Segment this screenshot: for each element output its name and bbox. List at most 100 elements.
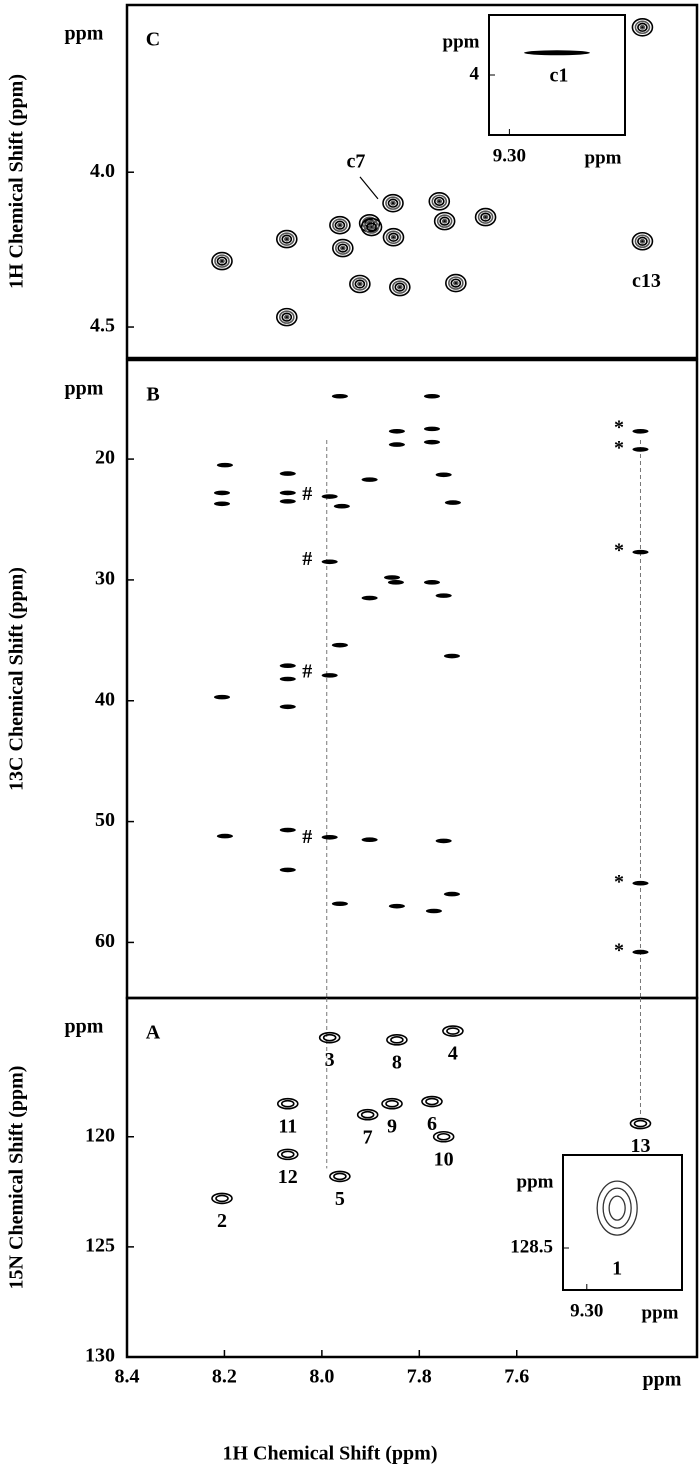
contour: [352, 277, 368, 291]
contour: [283, 314, 290, 320]
peak: [381, 1097, 403, 1110]
peak: [361, 477, 378, 482]
contour: [397, 284, 403, 290]
contour: [389, 277, 411, 297]
peak: [356, 1108, 379, 1121]
peak-dash: [435, 472, 452, 478]
contour: [639, 238, 646, 244]
contour: [281, 234, 293, 244]
peak-label: 12: [278, 1166, 298, 1188]
peak: [423, 439, 440, 445]
contour: [385, 230, 402, 244]
annotation: *: [614, 416, 624, 438]
peak: [279, 471, 296, 476]
peak: [349, 274, 371, 294]
contour: [634, 234, 651, 249]
peak: [421, 1095, 443, 1108]
peak-dash: [214, 694, 230, 700]
peak-label: 8: [392, 1051, 402, 1073]
peak: [279, 663, 296, 669]
peak: [276, 1097, 299, 1110]
peak-dash: [425, 908, 442, 914]
panel-letter: C: [146, 29, 160, 51]
peak-dash: [279, 471, 296, 476]
y-tick-label: 130: [85, 1345, 115, 1367]
x-tick-label: 7.8: [407, 1366, 432, 1388]
y-tick-label: 125: [85, 1234, 115, 1256]
peak: [329, 215, 351, 235]
peak: [321, 834, 338, 840]
contour: [366, 222, 377, 232]
peak: [388, 428, 405, 434]
contour: [446, 1027, 460, 1035]
peak: [432, 1130, 455, 1143]
peak: [361, 837, 378, 843]
peak: [433, 211, 456, 231]
peak-dash: [321, 673, 338, 678]
y-tick-label: 4.5: [90, 315, 115, 337]
annotation: #: [302, 483, 312, 505]
peak: [632, 949, 649, 955]
panel-frame: [125, 358, 699, 1000]
peak-dash: [279, 676, 296, 682]
contour: [596, 1180, 638, 1236]
contour: [433, 211, 456, 231]
peak: [388, 442, 405, 447]
peak-label: 10: [434, 1148, 454, 1170]
peak-dash: [331, 901, 348, 907]
peak: [382, 227, 405, 247]
inset-x-tick-label: 9.30: [570, 1300, 603, 1321]
contour: [390, 1036, 404, 1044]
contour: [385, 196, 401, 210]
peak: [428, 192, 451, 211]
contour: [358, 214, 381, 233]
peak-label: 4: [448, 1043, 458, 1065]
contour: [524, 50, 590, 56]
y-tick-label: 30: [95, 568, 115, 590]
contour: [278, 310, 295, 324]
inset-peak-label: 1: [612, 1258, 622, 1280]
contour: [318, 1031, 341, 1044]
y-unit: ppm: [65, 1016, 104, 1038]
contour: [280, 1150, 295, 1159]
inset-x-unit: ppm: [642, 1302, 679, 1323]
peak: [631, 231, 654, 251]
peak: [331, 393, 348, 399]
peak-label: 5: [335, 1188, 345, 1210]
contour: [219, 258, 225, 264]
contour: [280, 1099, 295, 1108]
x-tick-label: 8.4: [115, 1366, 140, 1388]
contour: [334, 220, 346, 230]
peak: [435, 593, 452, 598]
contour: [445, 273, 467, 293]
contour: [633, 1119, 648, 1128]
peak: [279, 676, 296, 682]
peak-dash: [279, 499, 296, 504]
peak-label: c13: [632, 270, 661, 292]
contour: [360, 217, 383, 237]
contour: [448, 276, 464, 290]
y-tick-label: 40: [95, 688, 115, 710]
peak-label: 11: [278, 1115, 297, 1137]
contour: [421, 1095, 443, 1108]
peak-dash: [279, 827, 296, 833]
peak: [389, 277, 411, 297]
inset-frame: [488, 14, 626, 136]
contour: [425, 1097, 439, 1106]
peak: [444, 500, 461, 505]
x-tick-label: 8.0: [309, 1366, 334, 1388]
peak-dash: [632, 549, 649, 555]
peak-dash: [443, 653, 460, 659]
inset-y-unit: ppm: [443, 31, 480, 52]
inset-y-tick-label: 128.5: [510, 1236, 553, 1257]
peak: [214, 490, 230, 496]
contour: [428, 192, 451, 211]
contour: [357, 281, 363, 287]
peak: [279, 704, 296, 710]
peak: [321, 559, 338, 565]
annotation-pointer: [359, 176, 379, 200]
peak: [216, 833, 233, 839]
contour: [387, 198, 399, 208]
y-tick-label: 20: [95, 447, 115, 469]
peak: [276, 1148, 299, 1161]
